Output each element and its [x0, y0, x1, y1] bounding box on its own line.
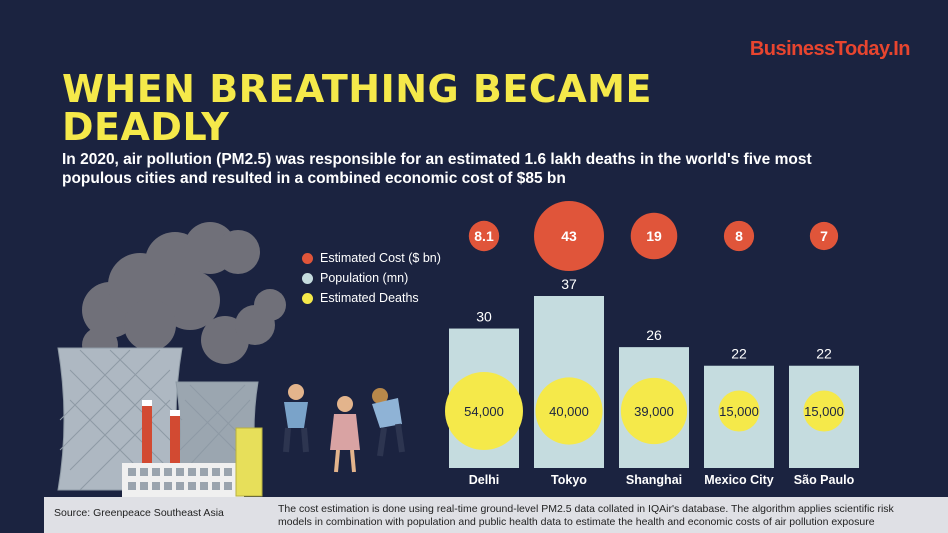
- deaths-bubble-shanghai: [620, 377, 688, 445]
- cost-bubble-s-o-paulo: [809, 221, 839, 251]
- factory-illustration: [57, 222, 286, 497]
- deaths-bubble-s-o-paulo: [803, 390, 845, 432]
- category-label-shanghai: Shanghai: [626, 473, 682, 487]
- cost-bubble-delhi: [468, 220, 500, 252]
- category-label-delhi: Delhi: [469, 473, 500, 487]
- legend-label-cost: Estimated Cost ($ bn): [320, 251, 441, 265]
- category-label-s-o-paulo: São Paulo: [794, 473, 855, 487]
- legend-swatch-population: [302, 272, 313, 284]
- deaths-label-delhi: 54,000: [464, 404, 504, 419]
- brand-logo: BusinessToday.In: [749, 38, 911, 60]
- methodology-note: The cost estimation is done using real-t…: [278, 503, 894, 528]
- deaths-bubble-delhi: [445, 372, 523, 450]
- deaths-label-tokyo: 40,000: [549, 404, 589, 419]
- cost-label-mexico-city: 8: [735, 228, 743, 244]
- population-label-shanghai: 26: [646, 327, 662, 343]
- page-subtitle: In 2020, air pollution (PM2.5) was respo…: [62, 151, 812, 187]
- legend-item-cost: Estimated Cost ($ bn): [302, 248, 441, 268]
- deaths-label-s-o-paulo: 15,000: [804, 404, 844, 419]
- cost-label-s-o-paulo: 7: [820, 228, 828, 244]
- deaths-bubble-tokyo: [535, 377, 603, 445]
- footer: Source: Greenpeace Southeast Asia The co…: [44, 497, 948, 533]
- deaths-label-mexico-city: 15,000: [719, 404, 759, 419]
- people-illustration: [283, 384, 405, 473]
- population-label-tokyo: 37: [561, 276, 577, 292]
- factory-windows: [128, 468, 232, 490]
- legend-swatch-cost: [302, 252, 313, 264]
- source-text: Source: Greenpeace Southeast Asia: [54, 507, 224, 519]
- legend-label-population: Population (mn): [320, 271, 409, 285]
- page-title: WHEN BREATHING BECAME DEADLY: [62, 67, 652, 149]
- population-label-s-o-paulo: 22: [816, 346, 832, 362]
- deaths-bubble-mexico-city: [718, 390, 760, 432]
- cost-label-tokyo: 43: [561, 228, 577, 244]
- category-label-mexico-city: Mexico City: [704, 473, 774, 487]
- cost-bubble-shanghai: [630, 212, 678, 260]
- cost-bubble-mexico-city: [723, 220, 755, 252]
- legend-label-deaths: Estimated Deaths: [320, 291, 419, 305]
- chimneys: [142, 400, 180, 470]
- person-3: [372, 388, 405, 457]
- smoke-clouds: [82, 222, 286, 364]
- legend-swatch-deaths: [302, 292, 313, 304]
- deaths-label-shanghai: 39,000: [634, 404, 674, 419]
- person-2: [330, 396, 360, 473]
- population-label-delhi: 30: [476, 309, 492, 325]
- person-1: [283, 384, 309, 453]
- category-label-tokyo: Tokyo: [551, 473, 587, 487]
- legend-item-deaths: Estimated Deaths: [302, 288, 441, 308]
- cost-bubble-tokyo: [534, 201, 604, 271]
- cost-label-shanghai: 19: [646, 228, 662, 244]
- storage-tank: [235, 427, 263, 497]
- cost-label-delhi: 8.1: [474, 228, 494, 244]
- legend-item-population: Population (mn): [302, 268, 441, 288]
- population-label-mexico-city: 22: [731, 346, 747, 362]
- chart-legend: Estimated Cost ($ bn) Population (mn) Es…: [302, 248, 441, 308]
